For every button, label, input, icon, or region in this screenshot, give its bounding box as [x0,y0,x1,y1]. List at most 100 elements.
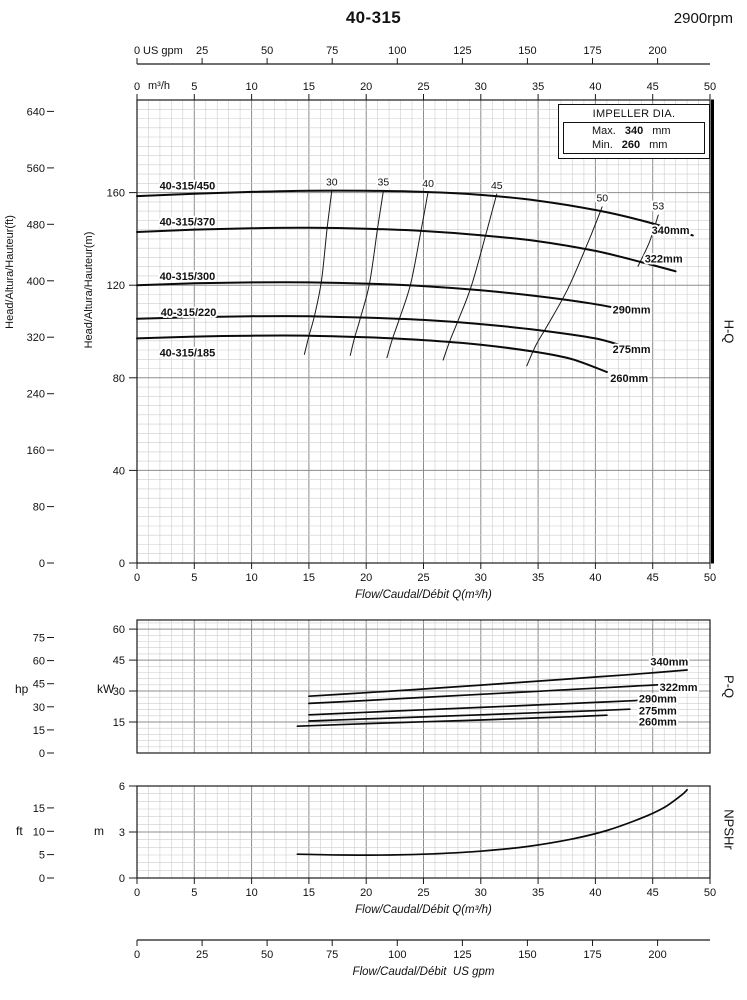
m3h-top-tick-label: 30 [475,81,487,93]
head-m-tick-label: 80 [113,373,125,385]
impeller-legend-table: Max. 340 mm Min. 260 mm [563,122,705,154]
npsh-x-tick-label: 45 [647,887,659,899]
head-ft-tick-label: 480 [27,219,45,231]
head-ft-tick-label: 0 [39,558,45,570]
model-label-40-315/450: 40-315/450 [160,181,216,193]
gpm-bottom-tick-label: 125 [453,949,471,961]
npsh-x-tick-label: 0 [134,887,140,899]
m3h-bottom-tick-label: 45 [647,572,659,584]
hp-tick-label: 60 [33,656,45,668]
efficiency-label-53: 53 [653,201,665,213]
hq-curve-275mm [136,315,626,348]
efficiency-line-50 [526,206,603,367]
impeller-max-label: Max. [592,125,616,137]
m3h-top-tick-label: 15 [303,81,315,93]
efficiency-label-35: 35 [378,177,390,189]
efficiency-line-45 [442,193,498,361]
impeller-max-row: Max. 340 mm [564,124,704,138]
m3h-bottom-tick-label: 5 [191,572,197,584]
kw-tick-label: 45 [113,655,125,667]
pq-curve-260mm [296,714,608,728]
hq-curve-322mm [136,226,677,273]
chart-label-npshr: NPSHr [721,809,737,850]
npsh-m-tick-label: 3 [119,827,125,839]
head-ft-tick-label: 160 [27,445,45,457]
npsh-x-tick-label: 5 [191,887,197,899]
page-title: 40-315 [345,8,402,27]
m3h-top-tick-label: 35 [532,81,544,93]
impeller-min-label: Min. [592,139,613,151]
hq-diameter-label-290mm: 290mm [613,305,651,317]
m3h-bottom-tick-label: 25 [417,572,429,584]
hq-curve-290mm [136,281,643,314]
npsh-x-tick-label: 35 [532,887,544,899]
hq-diameter-label-322mm: 322mm [645,254,683,266]
x-axis-title-npsh: Flow/Caudal/Débit Q(m³/h) [355,904,492,916]
head-ft-tick-label: 640 [27,106,45,118]
impeller-max-value: 340 [624,125,644,137]
head-ft-tick-label: 400 [27,276,45,288]
gpm-top-tick-label: 25 [196,45,208,57]
gpm-top-tick-label: 150 [518,45,536,57]
head-m-tick-label: 160 [107,188,125,200]
hp-tick-label: 75 [33,633,45,645]
head-m-tick-label: 0 [119,558,125,570]
kw-tick-label: 15 [113,717,125,729]
pq-axes: 15 30 45 60 0 15 30 45 60 75 [33,624,137,760]
efficiency-label-30: 30 [326,177,338,189]
m3h-top-tick-label: 25 [417,81,429,93]
efficiency-label-50: 50 [596,193,608,205]
pq-diameter-label-322mm: 322mm [660,682,698,694]
gpm-top-tick-label: 125 [453,45,471,57]
pq-diameter-label-260mm: 260mm [639,717,677,729]
m3h-bottom-tick-label: 35 [532,572,544,584]
hq-curve-340mm [136,189,694,237]
efficiency-line-40 [386,191,429,359]
gpm-top-tick-label: 75 [326,45,338,57]
pq-grid [136,619,711,754]
gpm-bottom-tick-label: 150 [518,949,536,961]
gpm-top-tick-label: 175 [583,45,601,57]
speed-label: 2900rpm [673,10,733,27]
gpm-top-tick-label: 100 [388,45,406,57]
kw-tick-label: 60 [113,624,125,636]
x-axis-title-hq: Flow/Caudal/Débit Q(m³/h) [355,589,492,601]
hq-diameter-label-260mm: 260mm [610,373,648,385]
npsh-axes: 0 5 10 15 20 25 30 35 40 45 50 0 3 6 0 5 10 15 [33,781,716,899]
m3h-top-tick-label: 5 [191,81,197,93]
top-axis-unit-gpm: US gpm [143,45,183,57]
npsh-x-tick-label: 10 [245,887,257,899]
npsh-ft-tick-label: 5 [39,850,45,862]
head-ft-tick-label: 560 [27,163,45,175]
pq-curve-322mm [308,682,677,705]
model-label-40-315/370: 40-315/370 [160,217,216,229]
npsh-x-tick-label: 50 [704,887,716,899]
pq-diameter-label-275mm: 275mm [639,706,677,718]
npsh-m-tick-label: 6 [119,781,125,793]
efficiency-line-30 [303,190,333,355]
hp-tick-label: 15 [33,725,45,737]
gpm-bottom-tick-label: 75 [326,949,338,961]
impeller-min-row: Min. 260 mm [564,138,704,152]
impeller-min-value: 260 [621,139,641,151]
hq-grid [136,99,711,564]
head-ft-tick-label: 240 [27,389,45,401]
npsh-x-tick-label: 20 [360,887,372,899]
m3h-bottom-tick-label: 0 [134,572,140,584]
axis-title-hp: hp [15,682,29,696]
gpm-top-tick-label: 0 [134,45,140,57]
m3h-top-tick-label: 0 [134,81,140,93]
m3h-top-tick-label: 10 [245,81,257,93]
head-ft-tick-label: 80 [33,502,45,514]
m3h-bottom-tick-label: 30 [475,572,487,584]
model-label-40-315/220: 40-315/220 [161,307,217,319]
impeller-max-unit: mm [652,125,671,137]
head-m-tick-label: 40 [113,465,125,477]
npsh-x-tick-label: 30 [475,887,487,899]
gpm-top-tick-label: 200 [648,45,666,57]
npsh-series [296,788,688,856]
chart-label-pq: P-Q [721,674,737,699]
hq-curve-260mm [136,334,608,373]
